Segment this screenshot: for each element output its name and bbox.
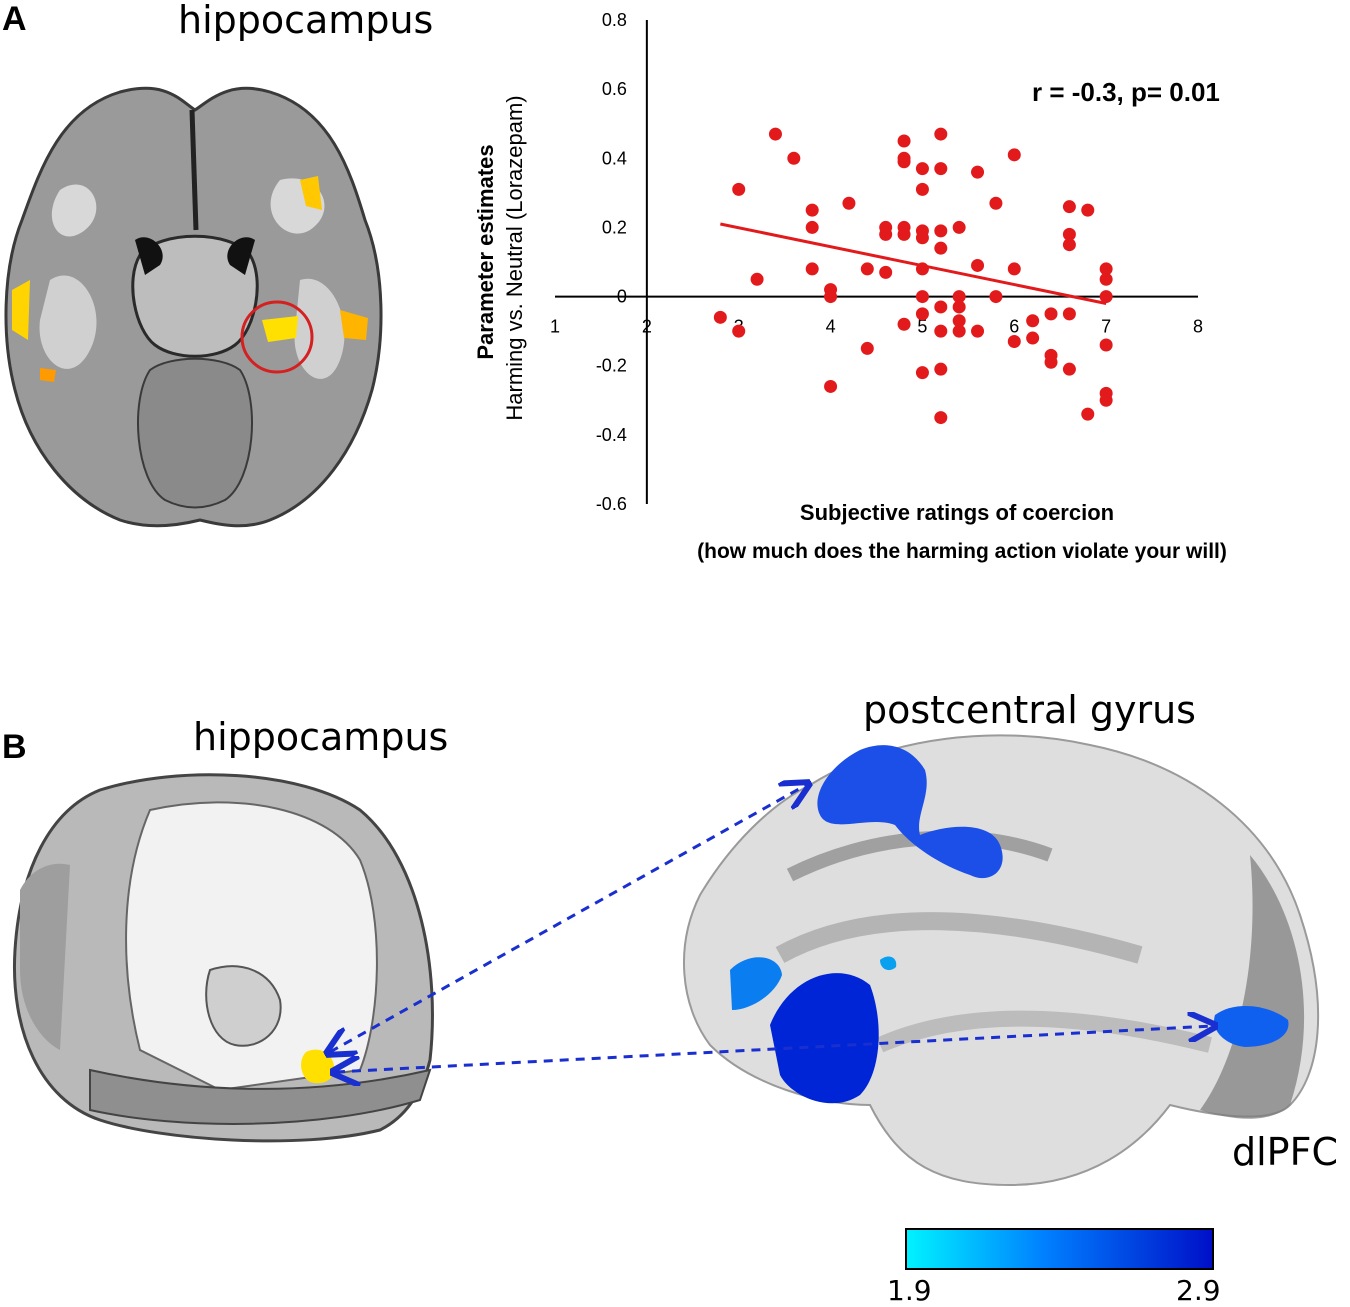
y-tick-label: -0.4 — [596, 425, 627, 445]
scatter-point — [897, 155, 911, 169]
colorbar-max-label: 2.9 — [1176, 1274, 1221, 1307]
scatter-point — [952, 324, 966, 338]
scatter-point — [1099, 338, 1113, 352]
scatter-point — [732, 324, 746, 338]
scatter-point — [934, 324, 948, 338]
scatter-point — [1099, 393, 1113, 407]
scatter-point — [1081, 203, 1095, 217]
x-tick-label: 6 — [1009, 317, 1019, 337]
scatter-point — [934, 127, 948, 141]
x-tick-label: 4 — [826, 317, 836, 337]
colorbar — [905, 1228, 1214, 1270]
scatter-point — [1062, 362, 1076, 376]
scatter-point — [915, 366, 929, 380]
x-tick-label: 7 — [1101, 317, 1111, 337]
axial-brain-slice — [4, 86, 383, 528]
scatter-point — [1099, 290, 1113, 304]
dlpfc-label: dlPFC — [1232, 1130, 1338, 1174]
y-axis-subtitle: Harming vs. Neutral (Lorazepam) — [502, 95, 527, 420]
hippocampus-label-b: hippocampus — [193, 715, 449, 759]
arrow-hippocampus-dlpfc — [336, 1026, 1212, 1072]
scatter-point — [952, 220, 966, 234]
scatter-point — [915, 162, 929, 176]
y-tick-label: 0.4 — [602, 148, 627, 168]
scatter-point — [879, 227, 893, 241]
y-tick-label: 0.8 — [602, 10, 627, 30]
scatter-point — [934, 162, 948, 176]
scatter-point — [824, 290, 838, 304]
scatter-point — [713, 310, 727, 324]
scatter-point — [1081, 407, 1095, 421]
x-tick-label: 8 — [1193, 317, 1203, 337]
scatter-point — [1062, 227, 1076, 241]
scatter-point — [860, 341, 874, 355]
scatter-point — [971, 324, 985, 338]
scatter-points — [713, 127, 1113, 425]
scatter-point — [1044, 307, 1058, 321]
scatter-point — [934, 224, 948, 238]
scatter-point — [952, 290, 966, 304]
x-axis-title: Subjective ratings of coercion — [800, 500, 1114, 525]
scatter-chart: -0.6-0.4-0.200.20.40.60.8 12345678 r = -… — [473, 10, 1227, 563]
scatter-point — [805, 220, 819, 234]
scatter-point — [1062, 238, 1076, 252]
x-tick-label: 1 — [550, 317, 560, 337]
scatter-point — [732, 182, 746, 196]
scatter-point — [934, 300, 948, 314]
y-tick-label: 0.2 — [602, 217, 627, 237]
scatter-point — [897, 134, 911, 148]
scatter-point — [1099, 262, 1113, 276]
scatter-point — [768, 127, 782, 141]
scatter-point — [934, 362, 948, 376]
scatter-point — [971, 165, 985, 179]
scatter-point — [915, 290, 929, 304]
y-tick-label: 0.6 — [602, 79, 627, 99]
panel-letter-b: B — [2, 728, 27, 766]
y-tick-label: -0.2 — [596, 356, 627, 376]
scatter-point — [787, 151, 801, 165]
x-tick-label: 5 — [917, 317, 927, 337]
y-tick-label: -0.6 — [596, 494, 627, 514]
scatter-point — [897, 317, 911, 331]
scatter-point — [805, 262, 819, 276]
correlation-annotation: r = -0.3, p= 0.01 — [1032, 77, 1220, 107]
scatter-point — [1007, 262, 1021, 276]
scatter-point — [989, 290, 1003, 304]
scatter-point — [1044, 355, 1058, 369]
scatter-point — [1007, 335, 1021, 349]
scatter-point — [989, 196, 1003, 210]
postcentral-gyrus-label: postcentral gyrus — [863, 688, 1196, 732]
panel-letter-a: A — [2, 0, 27, 38]
scatter-point — [1062, 200, 1076, 214]
trend-line — [720, 222, 1107, 305]
y-axis-title: Parameter estimates — [473, 144, 498, 359]
scatter-point — [952, 300, 966, 314]
scatter-point — [915, 307, 929, 321]
scatter-point — [934, 241, 948, 255]
hippocampus-label-a: hippocampus — [178, 0, 434, 42]
scatter-point — [1007, 148, 1021, 162]
scatter-point — [897, 227, 911, 241]
scatter-point — [879, 265, 893, 279]
scatter-point — [842, 196, 856, 210]
scatter-point — [805, 203, 819, 217]
scatter-point — [915, 231, 929, 245]
scatter-point — [1099, 272, 1113, 286]
scatter-point — [860, 262, 874, 276]
scatter-point — [1062, 307, 1076, 321]
scatter-point — [934, 411, 948, 425]
scatter-point — [915, 182, 929, 196]
scatter-point — [952, 314, 966, 328]
scatter-point — [1026, 331, 1040, 345]
scatter-point — [750, 272, 764, 286]
scatter-point — [971, 258, 985, 272]
x-axis-subtitle: (how much does the harming action violat… — [697, 540, 1227, 563]
scatter-point — [824, 379, 838, 393]
scatter-point — [1026, 314, 1040, 328]
colorbar-min-label: 1.9 — [887, 1274, 932, 1307]
arrow-hippocampus-postcentral — [330, 785, 806, 1052]
